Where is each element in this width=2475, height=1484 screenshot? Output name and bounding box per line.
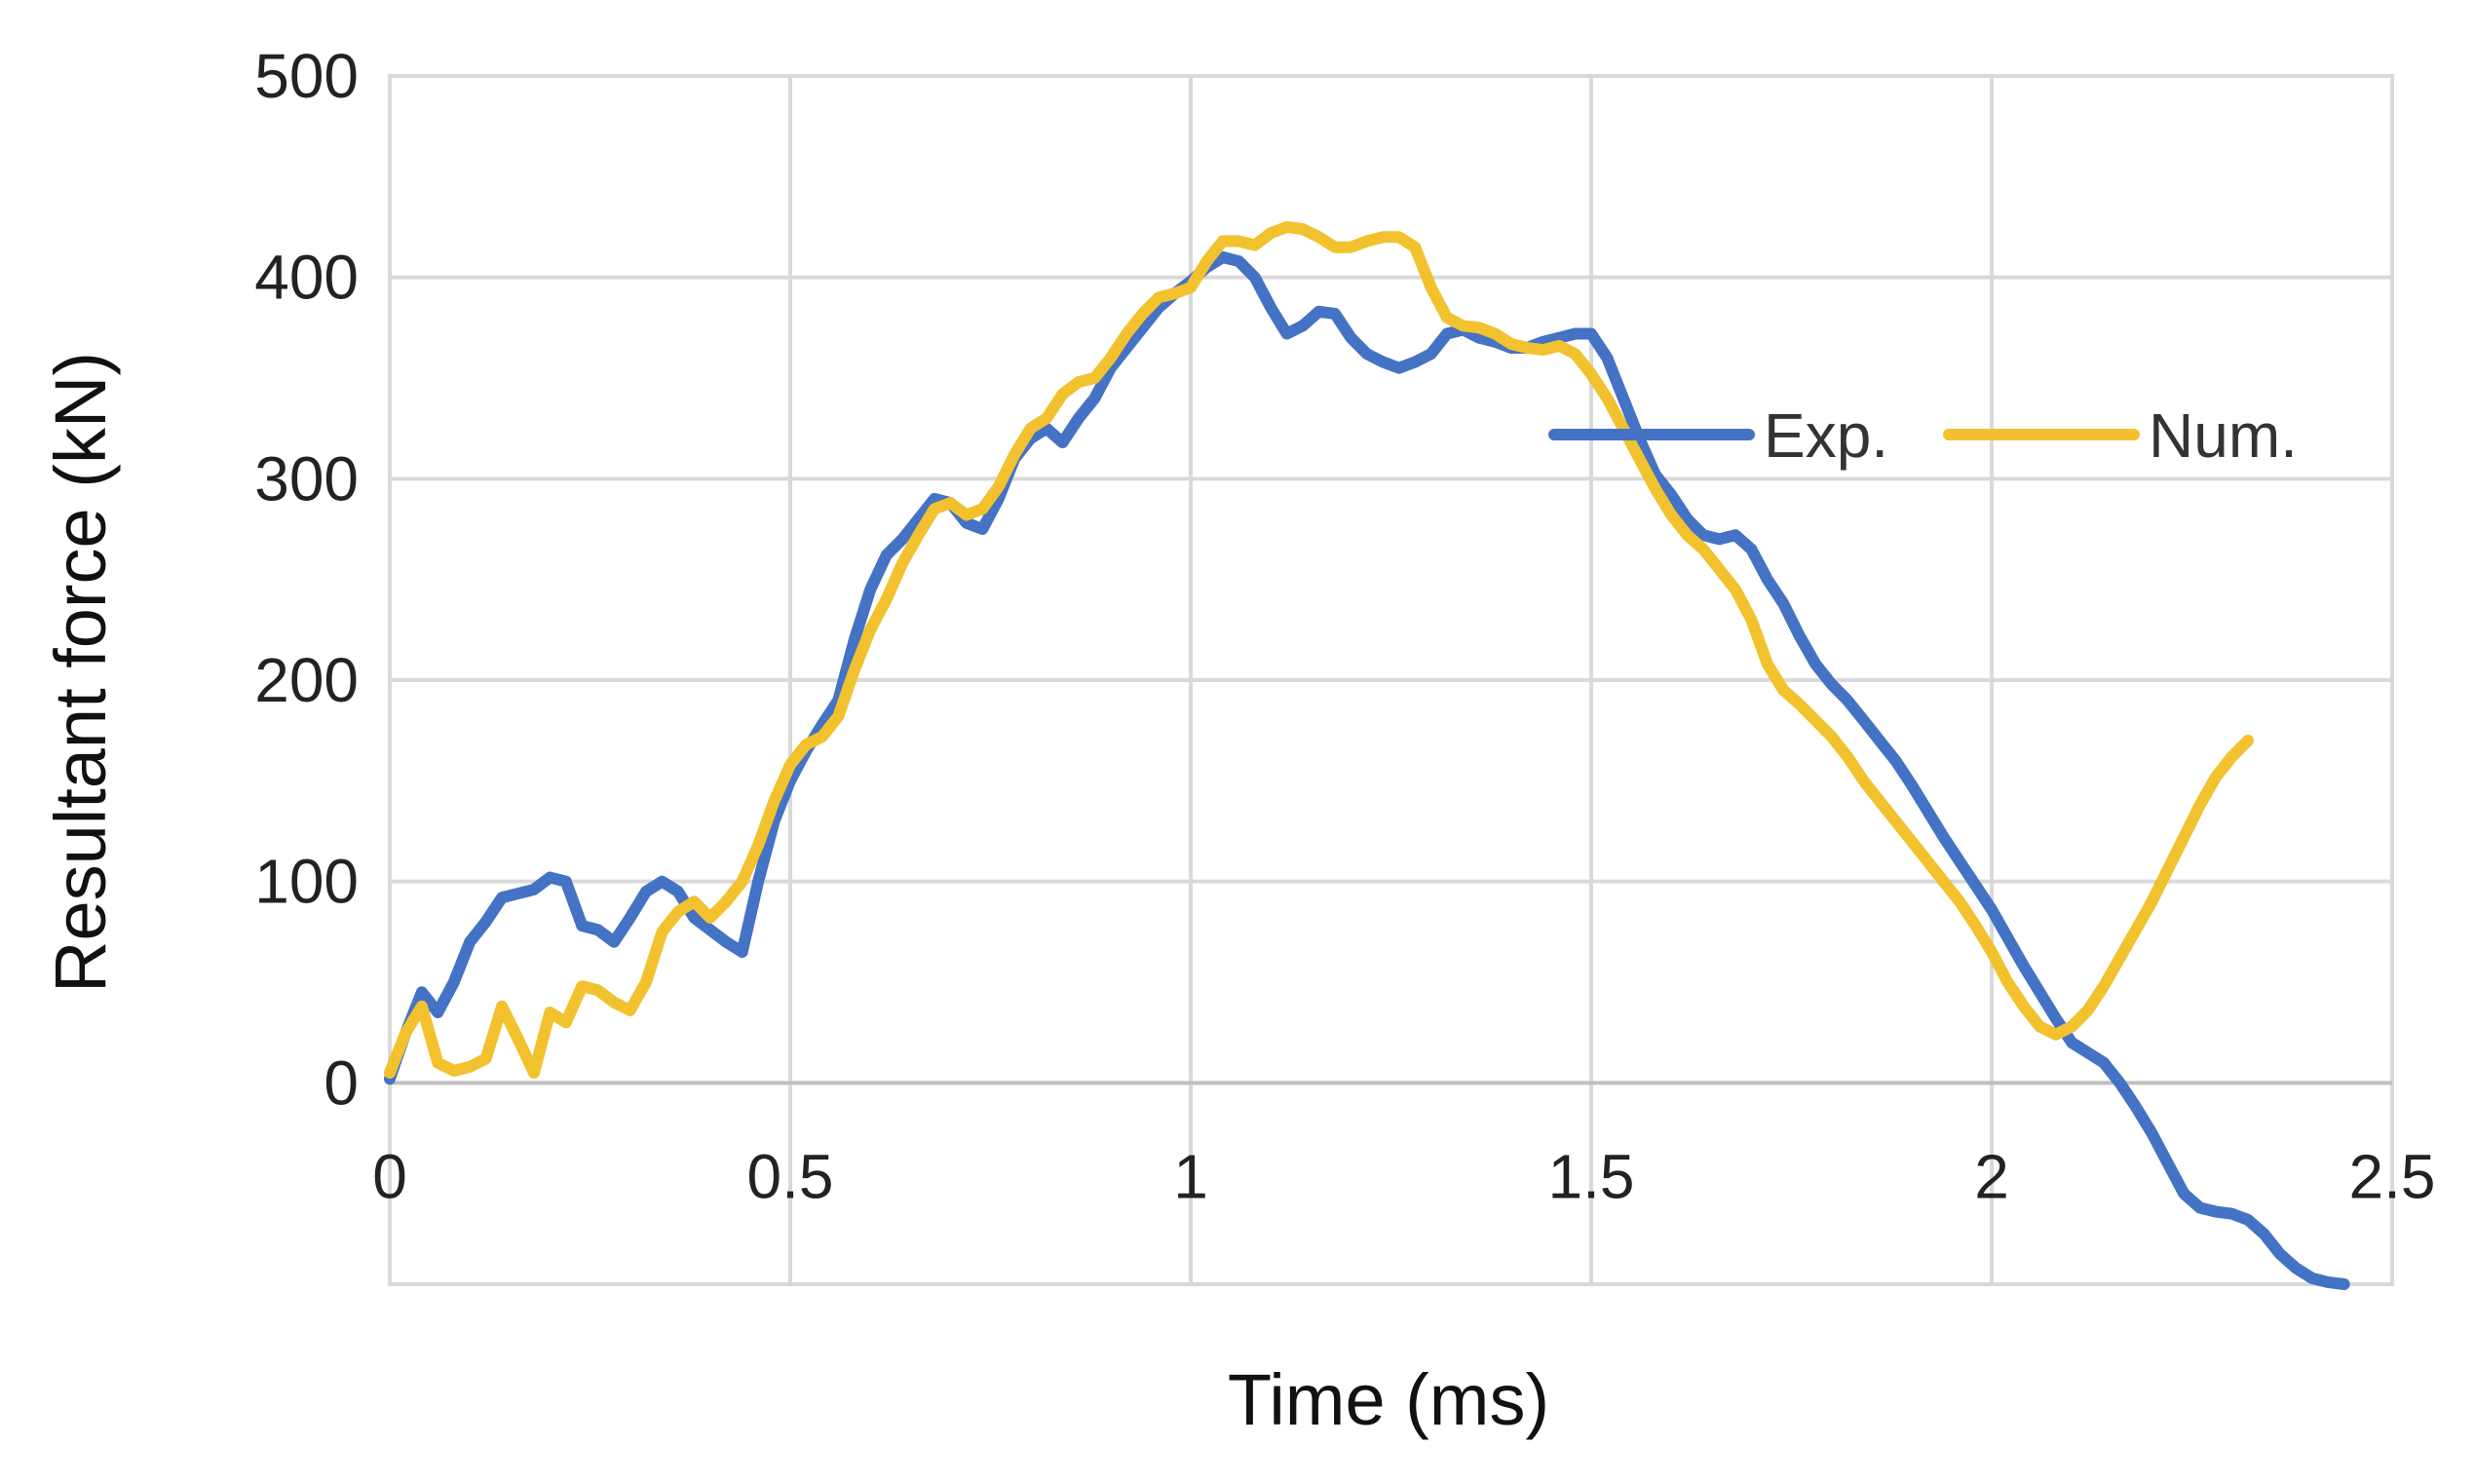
legend: Exp. Num. (1548, 400, 2298, 471)
x-tick-label: 2.5 (2349, 1141, 2436, 1211)
y-tick-label: 300 (254, 443, 359, 514)
y-tick-label: 400 (254, 243, 359, 313)
y-axis-ticks: 0 100 200 300 400 500 (254, 41, 359, 1118)
x-tick-label: 1 (1173, 1141, 1208, 1211)
series-line-num (384, 221, 2254, 1079)
y-tick-label: 200 (254, 645, 359, 715)
x-tick-label: 0.5 (747, 1141, 834, 1211)
x-axis-title: Time (ms) (1228, 1359, 1549, 1440)
y-tick-label: 100 (254, 847, 359, 917)
x-axis-ticks: 0 0.5 1 1.5 2 2.5 (372, 1141, 2435, 1211)
y-tick-label: 0 (324, 1047, 359, 1118)
x-tick-label: 1.5 (1548, 1141, 1635, 1211)
x-tick-label: 2 (1974, 1141, 2009, 1211)
x-tick-label: 0 (372, 1141, 407, 1211)
y-tick-label: 500 (254, 41, 359, 111)
y-axis-title: Resultant force (kN) (40, 352, 121, 993)
series-line-exp (384, 251, 2350, 1290)
legend-label-num: Num. (2149, 400, 2298, 471)
series-layer (384, 221, 2350, 1290)
legend-label-exp: Exp. (1764, 400, 1888, 471)
